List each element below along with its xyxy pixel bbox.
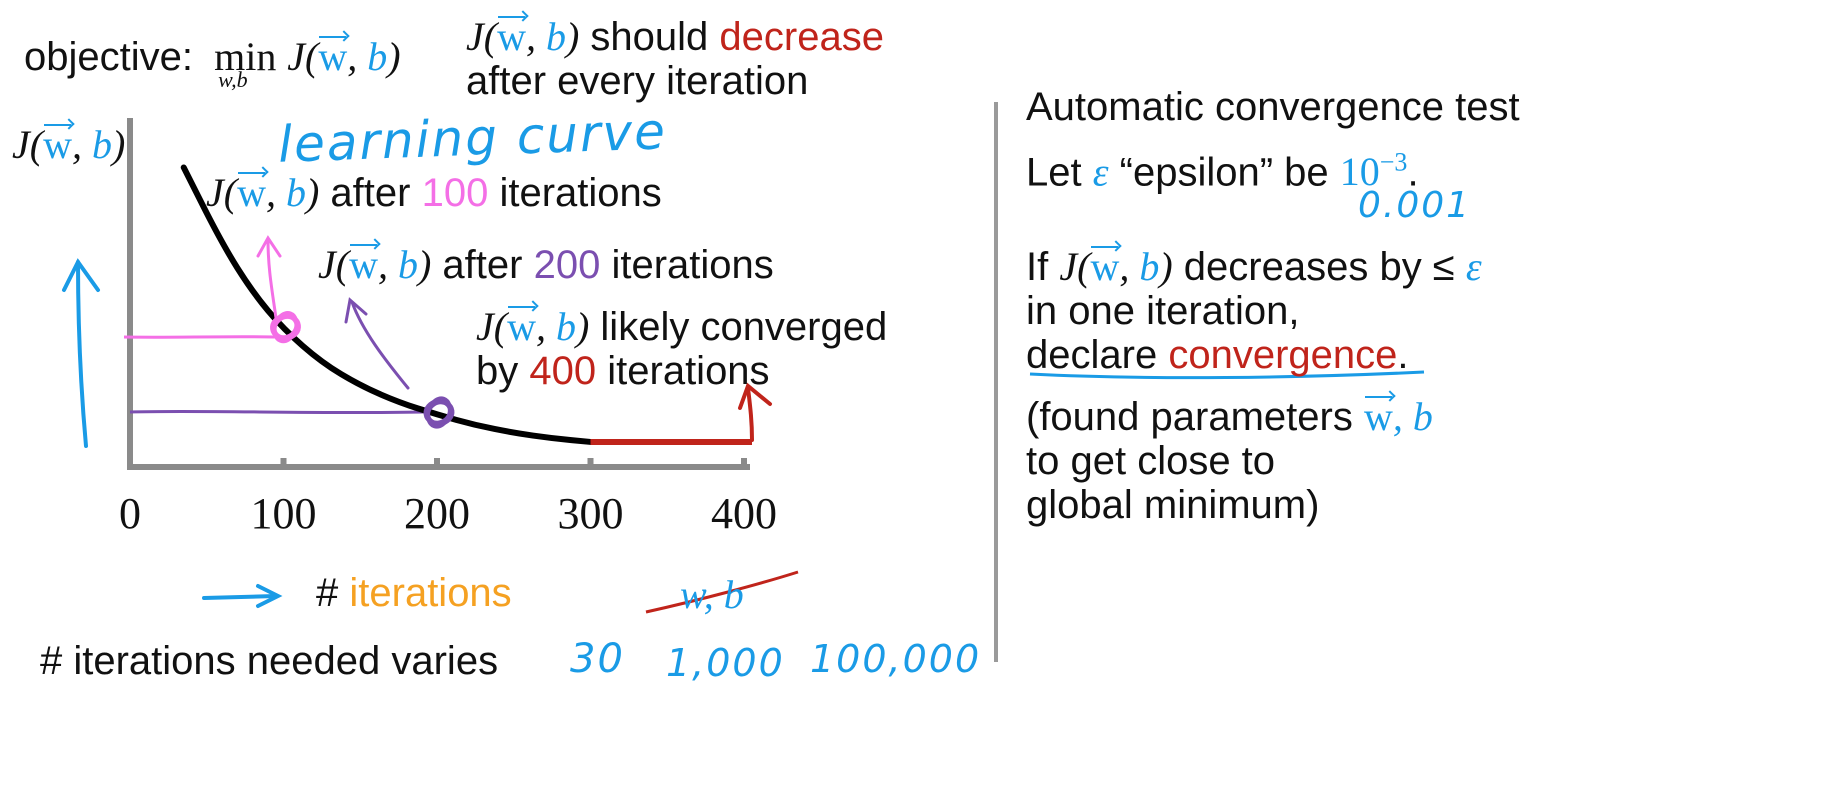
- objective-label: objective:: [24, 35, 193, 79]
- x-tick-label-100: 100: [250, 489, 317, 538]
- epsilon-definition: Let ε “epsilon” be 10−3.: [1026, 148, 1419, 195]
- iterations-varies-label: # iterations needed varies: [40, 639, 499, 683]
- guide-line-200: [129, 409, 426, 415]
- highlight-point-200: [423, 396, 455, 429]
- annotation-400-number: 400: [529, 349, 597, 393]
- right-arrow-icon: [202, 584, 283, 608]
- guide-line-100: [123, 335, 276, 339]
- epsilon-value: 10−3: [1339, 148, 1408, 195]
- one-iteration-line: in one iteration,: [1026, 289, 1300, 333]
- found-parameters-line: (found parameters w, b: [1026, 392, 1433, 442]
- x-tick-label-300: 300: [557, 489, 624, 538]
- strike-through-line: [645, 570, 799, 614]
- x-ticks: [280, 458, 747, 470]
- decrease-word: decrease: [719, 15, 884, 59]
- annotation-400-line2: by 400 iterations: [476, 349, 770, 393]
- decrease-note-line2: after every iteration: [466, 59, 809, 103]
- min-operator: min w,b: [214, 34, 277, 92]
- x-axis-label: # iterations: [316, 571, 512, 615]
- cost-curve: [180, 164, 594, 445]
- global-minimum-line: global minimum): [1026, 483, 1320, 527]
- example-100000: 100,000: [810, 637, 982, 681]
- params-wb: w, b: [1364, 394, 1433, 439]
- objective-function: J(w, b): [287, 34, 400, 79]
- x-tick-label-200: 200: [404, 489, 470, 538]
- x-tick-label-400: 400: [711, 489, 777, 538]
- purple-arrow-icon: [344, 297, 410, 390]
- pink-arrow-icon: [256, 235, 282, 320]
- highlight-point-100: [270, 311, 301, 344]
- convergence-word: convergence: [1168, 333, 1398, 377]
- decrease-note: J(w, b) should decrease: [466, 12, 884, 62]
- annotation-200: J(w, b) after 200 iterations: [318, 240, 774, 290]
- annotation-200-number: 200: [533, 243, 601, 287]
- red-arrow-icon: [738, 382, 772, 442]
- objective-line: objective: min w,b J(w, b): [24, 32, 401, 92]
- epsilon-decimal: 0.001: [1358, 185, 1472, 226]
- crossed-out-wb: w, b: [680, 572, 744, 617]
- right-panel-title: Automatic convergence test: [1026, 85, 1520, 129]
- curve-group: [180, 164, 752, 445]
- close-to-line: to get close to: [1026, 439, 1276, 483]
- example-1000: 1,000: [666, 641, 785, 685]
- annotation-400: J(w, b) likely converged: [476, 302, 887, 352]
- example-30: 30: [570, 636, 625, 682]
- annotation-100: J(w, b) after 100 iterations: [206, 168, 662, 218]
- x-tick-label-0: 0: [119, 489, 141, 538]
- annotation-100-number: 100: [421, 171, 489, 215]
- convergence-underline: [1029, 370, 1425, 380]
- iterations-word: iterations: [349, 571, 512, 615]
- up-arrow-icon: [62, 258, 100, 448]
- if-condition: If J(w, b) decreases by ≤ ε: [1026, 242, 1482, 292]
- note-function: J(w, b): [466, 14, 579, 59]
- declare-convergence-line: declare convergence.: [1026, 333, 1409, 377]
- min-subscript: w,b: [218, 67, 248, 92]
- y-axis-label: J(w, b): [12, 120, 125, 170]
